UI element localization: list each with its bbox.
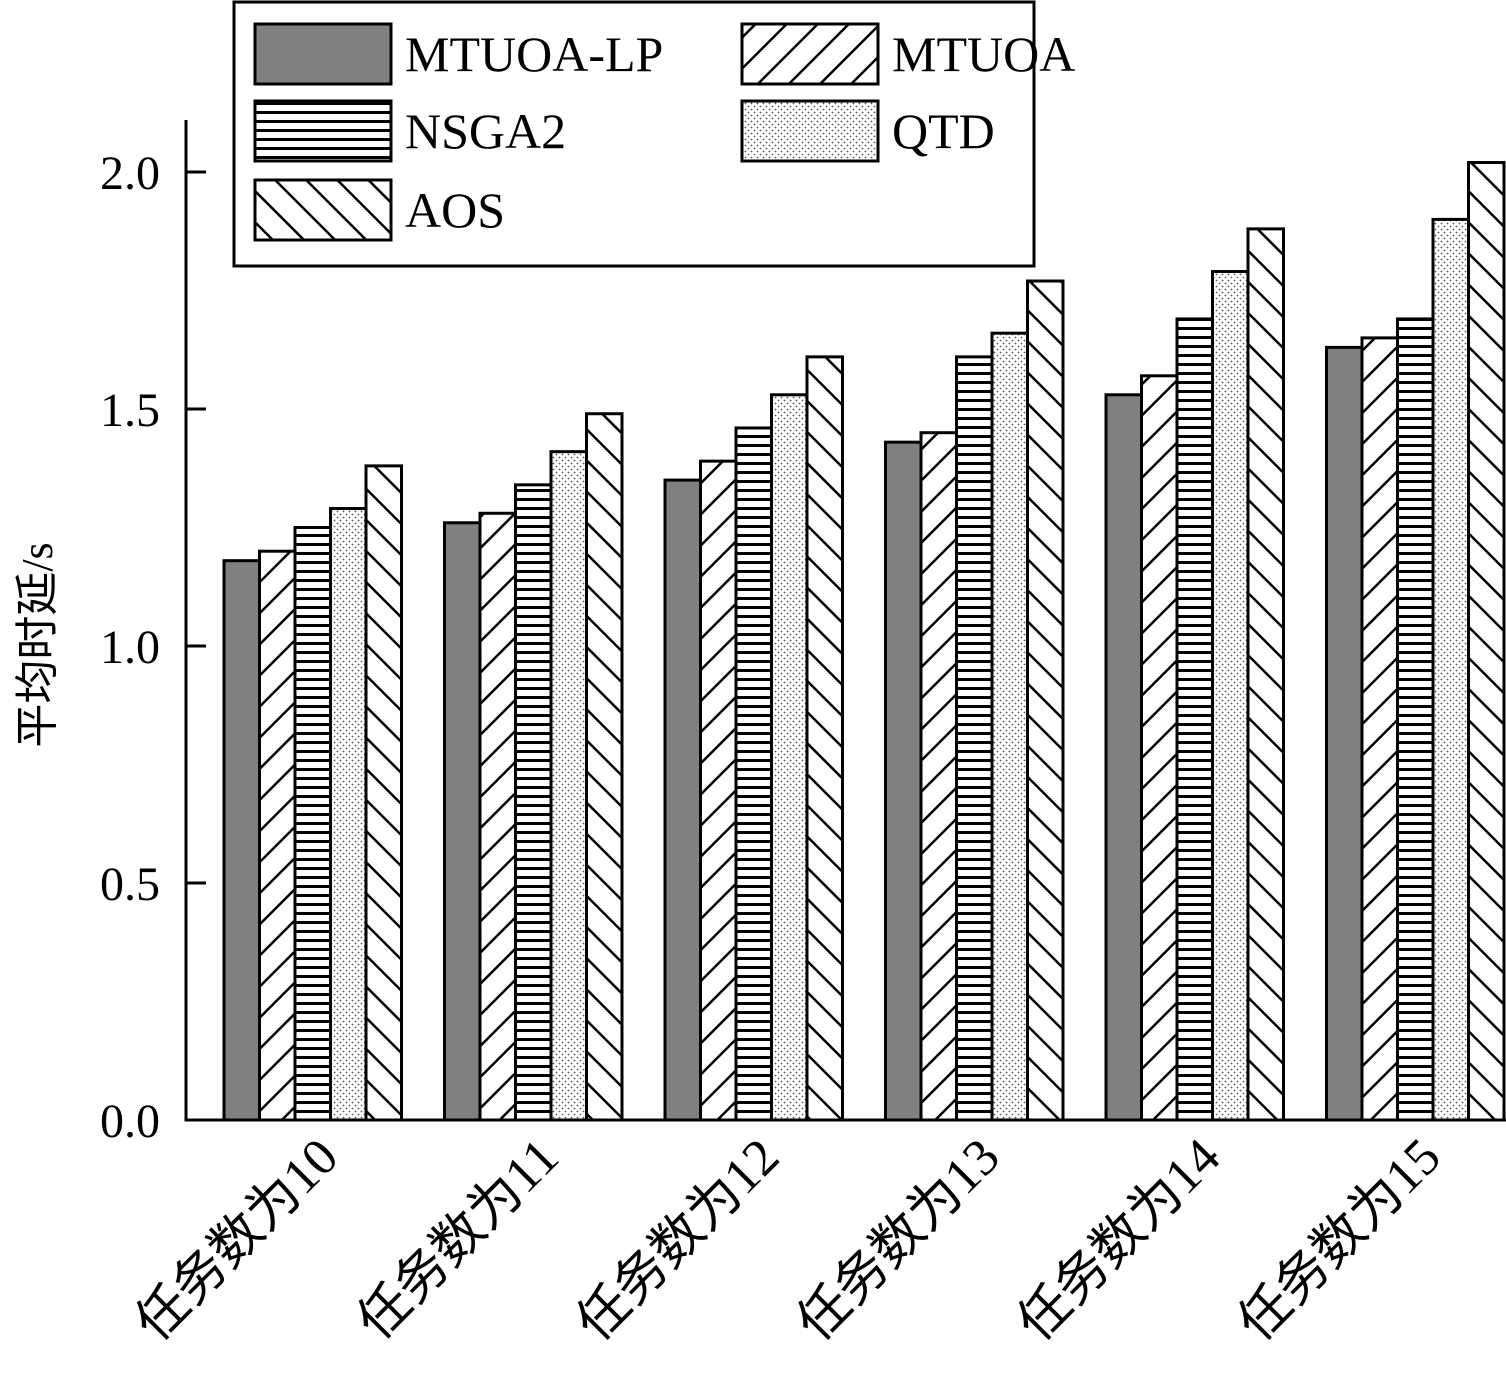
bar-aos [585,412,624,1122]
legend-swatch [253,99,393,163]
legend-label: QTD [892,103,995,159]
legend-item: QTD [740,99,995,163]
bar-mtuoa-lp [884,440,923,1122]
legend: MTUOA-LP MTUOA NSGA2 QTD AOS [232,0,1075,268]
bar-group [663,355,844,1122]
bar-mtuoa-lp [222,559,261,1122]
legend-swatch [740,99,880,163]
bar-group [1104,227,1285,1122]
x-tick-label: 任务数为11 [347,1128,570,1351]
bar-mtuoa [478,511,517,1122]
bar-mtuoa [258,549,297,1122]
legend-item: NSGA2 [253,99,566,163]
bar-nsga2 [293,526,332,1122]
y-tick-label: 2.0 [100,147,160,200]
legend-swatch [253,22,393,86]
bar-aos [1026,279,1065,1122]
bar-qtd [549,450,588,1122]
y-ticks: 0.0 0.5 1.0 1.5 2.0 [100,147,206,1148]
bar-mtuoa-lp [1104,393,1143,1122]
bar-group [443,412,624,1122]
legend-item: MTUOA-LP [253,22,663,86]
bar-nsga2 [734,426,773,1122]
bar-qtd [1431,217,1470,1122]
legend-swatch [253,178,393,242]
bar-aos [1246,227,1285,1122]
x-tick-label: 任务数为13 [787,1128,1011,1352]
y-tick-label: 0.0 [100,1095,160,1148]
bar-aos [364,464,403,1122]
y-tick-label: 1.5 [100,384,160,437]
x-tick-label: 任务数为12 [566,1128,790,1352]
bars-layer [222,161,1506,1122]
bar-mtuoa [1360,336,1399,1122]
bar-qtd [1211,270,1250,1122]
legend-label: MTUOA [892,26,1075,82]
bar-mtuoa-lp [443,521,482,1122]
legend-label: AOS [405,182,505,238]
bar-nsga2 [1175,317,1214,1122]
legend-swatch [740,22,880,86]
bar-group [222,464,403,1122]
x-tick-label: 任务数为14 [1007,1128,1231,1352]
legend-item: MTUOA [740,22,1075,86]
bar-qtd [770,393,809,1122]
bar-aos [805,355,844,1122]
legend-label: NSGA2 [405,103,566,159]
y-tick-label: 0.5 [100,858,160,911]
x-tick-label: 任务数为15 [1228,1128,1452,1352]
bar-mtuoa [1140,374,1179,1122]
legend-label: MTUOA-LP [405,26,663,82]
bar-nsga2 [955,355,994,1122]
bar-group [1325,161,1506,1122]
bar-nsga2 [514,483,553,1122]
bar-qtd [329,507,368,1122]
bar-qtd [990,331,1029,1122]
axes-layer [184,120,1506,1122]
x-tick-label: 任务数为10 [125,1128,349,1352]
bar-aos [1467,161,1506,1122]
bar-mtuoa [699,459,738,1122]
y-tick-label: 1.0 [100,621,160,674]
bar-mtuoa [919,431,958,1122]
bar-mtuoa-lp [1325,345,1364,1122]
bar-group [884,279,1065,1122]
bar-mtuoa-lp [663,478,702,1122]
legend-item: AOS [253,178,505,242]
y-axis-label: 平均时延/s [13,542,62,747]
bar-nsga2 [1396,317,1435,1122]
